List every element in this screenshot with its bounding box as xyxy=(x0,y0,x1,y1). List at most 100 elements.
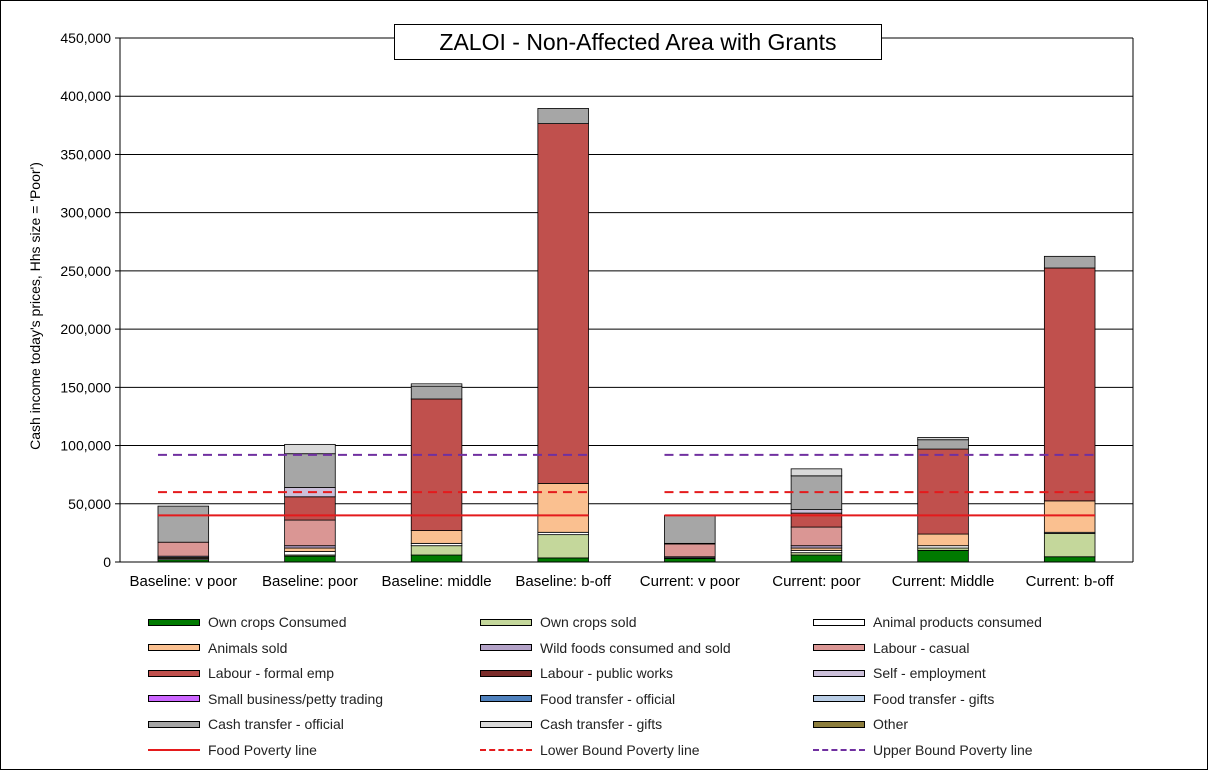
y-tick-label: 150,000 xyxy=(60,379,111,395)
x-tick-label: Baseline: b-off xyxy=(515,573,611,590)
legend-item: Labour - casual xyxy=(813,638,970,658)
x-tick-label: Baseline: v poor xyxy=(130,573,238,590)
gridlines xyxy=(120,37,1133,563)
legend-swatch xyxy=(480,618,532,626)
legend-label: Wild foods consumed and sold xyxy=(540,639,731,656)
legend-label: Small business/petty trading xyxy=(208,690,384,707)
legend-label: Cash transfer - gifts xyxy=(540,716,663,733)
bar-segment xyxy=(284,496,336,521)
legend-line-swatch xyxy=(480,749,532,751)
legend-swatch xyxy=(813,669,865,677)
legend-swatch xyxy=(480,720,532,728)
legend: Own crops Consumed Own crops sold Animal p… xyxy=(148,612,1188,762)
legend-label: Lower Bound Poverty line xyxy=(540,742,700,758)
bar-segment xyxy=(410,554,463,563)
bar-segment xyxy=(410,530,463,544)
bar-segment xyxy=(284,443,336,455)
legend-label: Food Poverty line xyxy=(208,742,317,758)
legend-line-swatch xyxy=(813,749,865,751)
bar-segment xyxy=(1043,267,1096,502)
bar-segment xyxy=(284,519,336,547)
x-tick-label: Current: poor xyxy=(772,573,860,590)
x-tick-label: Current: Middle xyxy=(892,573,995,590)
bar-segment xyxy=(284,547,336,552)
bar-segment xyxy=(537,123,589,484)
legend-line-swatch xyxy=(148,749,200,751)
legend-swatch xyxy=(480,644,532,652)
legend-item: Lower Bound Poverty line xyxy=(480,740,700,760)
poverty-lines xyxy=(157,453,1096,517)
y-tick-label: 200,000 xyxy=(60,321,111,337)
bar-segment xyxy=(917,549,969,563)
bar-segment xyxy=(537,108,589,124)
bar-segment xyxy=(790,526,843,547)
bar-segment xyxy=(1043,533,1096,558)
legend-label: Other xyxy=(873,716,909,733)
legend-swatch xyxy=(148,695,200,703)
legend-label: Labour - formal emp xyxy=(208,665,335,682)
y-tick-label: 350,000 xyxy=(60,146,111,162)
bar-segment xyxy=(664,543,716,558)
bar-segment xyxy=(664,558,716,563)
y-tick-label: 300,000 xyxy=(60,205,111,221)
legend-item: Small business/petty trading xyxy=(148,689,383,709)
legend-item: Animals sold xyxy=(148,638,287,658)
axes: 0 50,000 100,000 150,000 200,000 250,000 300,0… xyxy=(60,30,1134,590)
bar-segment xyxy=(917,533,969,547)
legend-item: Cash transfer - official xyxy=(148,714,344,734)
legend-label: Animal products consumed xyxy=(873,614,1042,630)
legend-swatch xyxy=(148,720,200,728)
legend-item: Food transfer - gifts xyxy=(813,689,994,709)
bar-segment xyxy=(410,383,463,387)
legend-label: Food transfer - gifts xyxy=(873,690,995,707)
bar-segment xyxy=(284,551,336,556)
legend-item: Wild foods consumed and sold xyxy=(480,638,731,658)
x-tick-label: Current: v poor xyxy=(640,573,740,590)
bar-segment xyxy=(917,437,969,441)
bar-segment xyxy=(157,541,210,557)
legend-swatch xyxy=(148,669,200,677)
bar-segment xyxy=(410,398,463,531)
bar-segment xyxy=(284,555,336,563)
bar-segment xyxy=(790,554,843,563)
legend-item: Animal products consumed xyxy=(813,612,1042,632)
legend-swatch xyxy=(480,695,532,703)
y-tick-label: 450,000 xyxy=(60,30,111,46)
bar-segment xyxy=(537,482,589,533)
bar-segment xyxy=(917,439,969,450)
legend-label: Own crops sold xyxy=(540,614,637,630)
plot-area xyxy=(120,38,1133,562)
legend-label: Own crops Consumed xyxy=(208,614,347,630)
legend-swatch xyxy=(480,669,532,677)
legend-label: Food transfer - official xyxy=(540,690,676,707)
y-tick-label: 50,000 xyxy=(68,496,111,512)
bar-segment xyxy=(1043,500,1096,533)
legend-label: Cash transfer - official xyxy=(208,716,344,733)
legend-item: Self - employment xyxy=(813,663,986,683)
legend-item: Other xyxy=(813,714,908,734)
legend-swatch xyxy=(813,695,865,703)
bar-segment xyxy=(790,468,843,477)
legend-swatch xyxy=(148,618,200,626)
y-axis-label: Cash income today's prices, Hhs size = '… xyxy=(27,162,43,450)
legend-item: Cash transfer - gifts xyxy=(480,714,662,734)
legend-item: Upper Bound Poverty line xyxy=(813,740,1033,760)
legend-item: Own crops sold xyxy=(480,612,636,632)
legend-item: Labour - public works xyxy=(480,663,673,683)
legend-swatch xyxy=(813,618,865,626)
legend-swatch xyxy=(813,720,865,728)
bar-segment xyxy=(537,557,589,563)
legend-label: Upper Bound Poverty line xyxy=(873,742,1033,758)
legend-swatch xyxy=(148,644,200,652)
bar-segment xyxy=(410,545,463,556)
x-tick-label: Baseline: poor xyxy=(262,573,358,590)
legend-item: Labour - formal emp xyxy=(148,663,334,683)
y-tick-label: 400,000 xyxy=(60,88,111,104)
stacked-bar-chart: Cash income today's prices, Hhs size = '… xyxy=(27,30,1134,590)
x-tick-label: Baseline: middle xyxy=(382,573,492,590)
legend-item: Food Poverty line xyxy=(148,740,317,760)
legend-label: Animals sold xyxy=(208,639,288,656)
bar-segment xyxy=(410,385,463,400)
bar-segment xyxy=(664,515,716,544)
legend-swatch xyxy=(813,644,865,652)
